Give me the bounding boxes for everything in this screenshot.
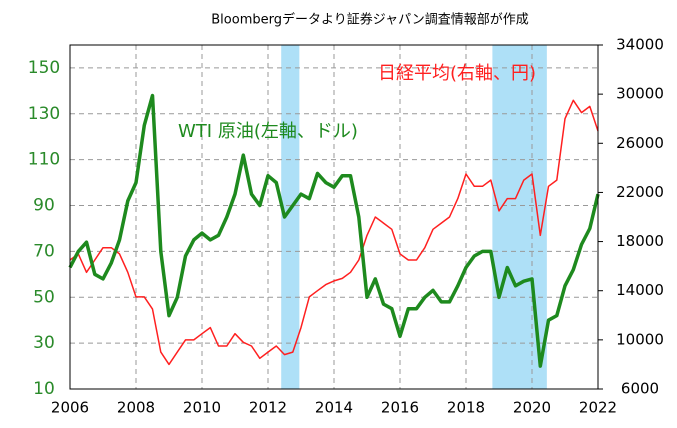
plot-frame <box>69 44 599 390</box>
y2-tick-label: 34000 <box>616 36 664 54</box>
series-line <box>68 93 600 368</box>
y-tick-label: 110 <box>28 150 60 170</box>
x-tick-label: 2022 <box>579 399 617 417</box>
shaded-period <box>281 45 300 389</box>
y-tick-label: 30 <box>33 333 55 353</box>
y2-tick-label: 10000 <box>616 330 664 348</box>
series-line <box>69 99 599 366</box>
x-tick-label: 2012 <box>249 399 287 417</box>
y-tick-label: 130 <box>28 104 60 124</box>
x-tick-label: 2016 <box>381 399 419 417</box>
y2-tick-label: 22000 <box>616 183 664 201</box>
x-tick-label: 2006 <box>51 399 89 417</box>
y-tick-label: 70 <box>33 241 55 261</box>
y2-tick-label: 18000 <box>616 232 664 250</box>
x-tick-label: 2008 <box>117 399 155 417</box>
y2-tick-label: 30000 <box>616 85 664 103</box>
y-tick-label: 10 <box>33 379 55 399</box>
y2-tick-label: 26000 <box>616 134 664 152</box>
x-tick-label: 2010 <box>183 399 221 417</box>
x-tick-label: 2018 <box>447 399 485 417</box>
chart-title: Bloombergデータより証券ジャパン調査情報部が作成 <box>211 12 528 28</box>
y2-tick-label: 14000 <box>616 281 664 299</box>
y-tick-label: 50 <box>33 287 55 307</box>
y-tick-label: 90 <box>33 196 55 216</box>
x-tick-label: 2020 <box>513 399 551 417</box>
series-label: 日経平均(右軸、円) <box>378 63 536 84</box>
y2-tick-label: 6000 <box>621 380 659 398</box>
y-tick-label: 150 <box>28 58 60 78</box>
series-label: WTI 原油(左軸、ドル) <box>178 121 358 142</box>
x-tick-label: 2014 <box>315 399 353 417</box>
